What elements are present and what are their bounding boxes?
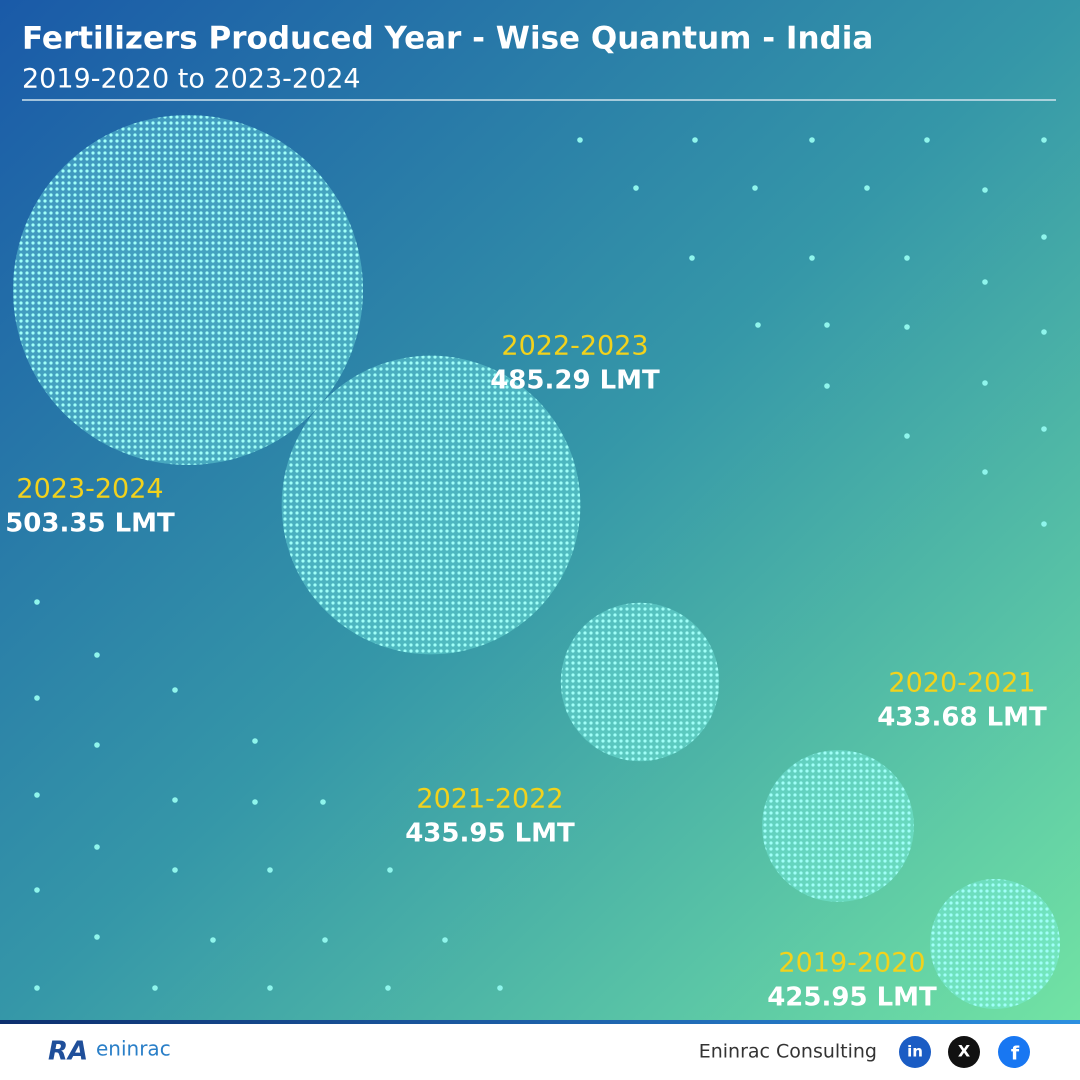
- bubble: [762, 750, 914, 902]
- decor-dot: [172, 797, 178, 803]
- decor-dot: [34, 599, 40, 605]
- decor-dot: [577, 137, 583, 143]
- x-text[interactable]: X: [958, 1042, 971, 1061]
- decor-dot: [152, 985, 158, 991]
- plot: 2023-2024 503.35 LMT 2022-2023 485.29 LMT 20…: [5, 115, 1060, 1013]
- decor-dot: [689, 255, 695, 261]
- decor-dot: [755, 322, 761, 328]
- chart-title: Fertilizers Produced Year - Wise Quantum…: [22, 21, 873, 57]
- decor-dot: [252, 799, 258, 805]
- x-icon[interactable]: [948, 1036, 980, 1068]
- decor-dot: [924, 137, 930, 143]
- decor-dot: [824, 383, 830, 389]
- category-label: 2021-2022: [416, 784, 563, 815]
- decor-dot: [267, 985, 273, 991]
- linkedin-icon[interactable]: [899, 1036, 931, 1068]
- decor-dot: [1041, 234, 1047, 240]
- decor-dot: [982, 279, 988, 285]
- facebook-icon[interactable]: [998, 1036, 1030, 1068]
- bubble: [930, 879, 1060, 1009]
- footer-rule: [0, 1020, 1080, 1024]
- bubble: [13, 115, 363, 465]
- decor-dot: [34, 985, 40, 991]
- linkedin-text[interactable]: in: [907, 1043, 923, 1061]
- decor-dot: [824, 322, 830, 328]
- decor-dot: [172, 687, 178, 693]
- decor-dot: [633, 185, 639, 191]
- decor-dot: [982, 380, 988, 386]
- logo-mark: RA: [48, 1037, 88, 1067]
- decor-dot: [1041, 426, 1047, 432]
- value-label: 503.35 LMT: [5, 509, 175, 539]
- chart-subtitle: 2019-2020 to 2023-2024: [22, 64, 361, 95]
- decor-dot: [752, 185, 758, 191]
- decor-dot: [210, 937, 216, 943]
- facebook-text[interactable]: f: [1011, 1043, 1020, 1065]
- decor-dot: [94, 844, 100, 850]
- decor-dot: [442, 937, 448, 943]
- bubble: [281, 355, 581, 655]
- decor-dot: [904, 255, 910, 261]
- decor-dot: [387, 867, 393, 873]
- decor-dot: [94, 652, 100, 658]
- category-label: 2020-2021: [888, 668, 1035, 699]
- bubble: [560, 602, 720, 762]
- value-label: 435.95 LMT: [405, 819, 575, 849]
- decor-dot: [34, 792, 40, 798]
- decor-dot: [864, 185, 870, 191]
- decor-dot: [809, 137, 815, 143]
- decor-dot: [34, 695, 40, 701]
- decor-dot: [982, 469, 988, 475]
- category-label: 2022-2023: [501, 331, 648, 362]
- decor-dot: [34, 887, 40, 893]
- category-label: 2023-2024: [16, 474, 163, 505]
- decor-dot: [252, 738, 258, 744]
- decor-dots: [34, 137, 1047, 991]
- category-label: 2019-2020: [778, 948, 925, 979]
- decor-dot: [322, 937, 328, 943]
- decor-dot: [904, 324, 910, 330]
- decor-dot: [809, 255, 815, 261]
- decor-dot: [1041, 521, 1047, 527]
- value-label: 485.29 LMT: [490, 366, 660, 396]
- decor-dot: [692, 137, 698, 143]
- decor-dot: [172, 867, 178, 873]
- decor-dot: [497, 985, 503, 991]
- decor-dot: [982, 187, 988, 193]
- decor-dot: [904, 433, 910, 439]
- decor-dot: [267, 867, 273, 873]
- decor-dot: [1041, 137, 1047, 143]
- logo-name: eninrac: [96, 1037, 171, 1061]
- decor-dot: [385, 985, 391, 991]
- value-label: 425.95 LMT: [767, 983, 937, 1013]
- decor-dot: [94, 934, 100, 940]
- decor-dot: [320, 799, 326, 805]
- brand: Eninrac Consulting: [699, 1041, 877, 1063]
- value-label: 433.68 LMT: [877, 703, 1047, 733]
- decor-dot: [1041, 329, 1047, 335]
- decor-dot: [94, 742, 100, 748]
